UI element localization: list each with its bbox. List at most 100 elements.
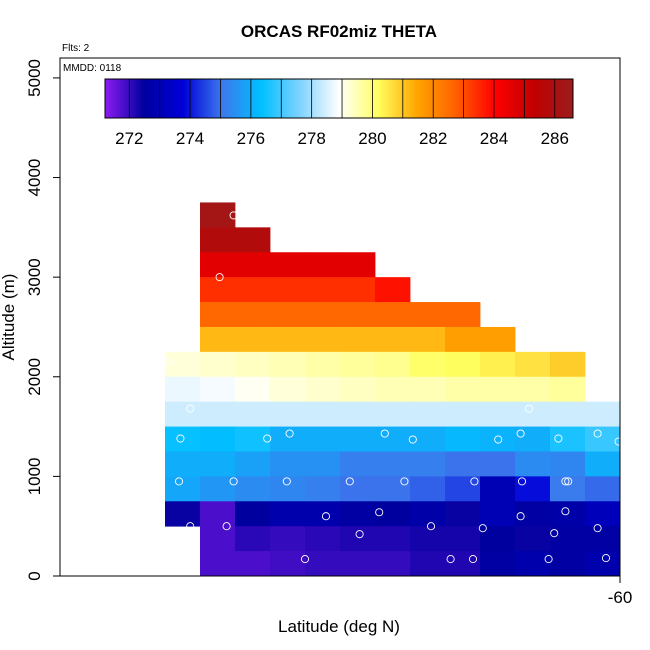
observation-point xyxy=(355,530,364,539)
heatmap-cell xyxy=(305,277,341,303)
observation-point xyxy=(186,404,195,413)
observation-point xyxy=(408,435,417,444)
heatmap-cell xyxy=(585,451,620,477)
observation-point xyxy=(550,529,559,538)
heatmap-cell xyxy=(270,376,306,403)
heatmap-cell xyxy=(375,451,411,477)
observation-point xyxy=(165,357,174,366)
heatmap-cell xyxy=(235,426,271,452)
heatmap-cell xyxy=(165,426,201,452)
x-tick-label: -60 xyxy=(608,588,633,607)
heatmap-cell xyxy=(515,451,551,477)
date-label: MMDD: 0118 xyxy=(63,63,122,74)
heatmap-cell xyxy=(305,526,341,552)
observation-point xyxy=(375,508,384,517)
heatmap-cell xyxy=(550,426,586,452)
observation-point xyxy=(554,434,563,443)
observation-point xyxy=(593,524,602,533)
heatmap-cell xyxy=(515,551,551,576)
heatmap-cell xyxy=(305,376,341,403)
heatmap-cell xyxy=(375,376,411,403)
heatmap-cell xyxy=(620,526,650,551)
heatmap-cell xyxy=(235,551,271,576)
heatmap-cell xyxy=(620,451,650,476)
heatmap-cell xyxy=(445,401,481,427)
heatmap-cell xyxy=(445,326,481,353)
heatmap-cell xyxy=(550,451,586,477)
observation-point xyxy=(380,429,389,438)
heatmap-cell xyxy=(515,476,551,502)
heatmap-cell xyxy=(340,551,376,576)
heatmap-cell xyxy=(410,476,446,502)
heatmap-cell xyxy=(200,476,236,502)
heatmap-cell xyxy=(305,451,341,477)
heatmap-cell xyxy=(445,476,481,502)
heatmap-cell xyxy=(305,252,341,278)
heatmap-cell xyxy=(165,351,201,378)
observation-points xyxy=(165,211,620,564)
heatmap-cell xyxy=(200,376,236,403)
heatmap-cell xyxy=(585,526,620,552)
heatmap-cell xyxy=(305,426,341,452)
heatmap-cell xyxy=(200,351,236,378)
observation-point xyxy=(222,522,231,531)
observation-point xyxy=(321,512,331,521)
observation-point xyxy=(229,211,238,220)
heatmap-cell xyxy=(550,351,586,378)
observation-point xyxy=(544,555,553,564)
heatmap-cell xyxy=(305,302,341,328)
heatmap-cell xyxy=(515,401,551,427)
heatmap-cell xyxy=(550,551,586,576)
heatmap-cell xyxy=(270,476,306,502)
heatmap-cell xyxy=(445,426,481,452)
heatmap-cell xyxy=(305,351,341,378)
heatmap-cell xyxy=(200,401,236,427)
y-tick-label: 3000 xyxy=(25,258,44,296)
heatmap-cell xyxy=(620,551,650,576)
observation-point xyxy=(345,477,354,486)
x-axis: -60 xyxy=(608,576,633,607)
heatmap-cell xyxy=(445,376,481,403)
heatmap-cell xyxy=(200,326,236,353)
y-tick-label: 1000 xyxy=(25,457,44,495)
colorbar-tick-label: 274 xyxy=(176,129,204,148)
heatmap-cell xyxy=(445,302,481,328)
heatmap-cell xyxy=(270,551,306,576)
heatmap-cell xyxy=(445,351,481,378)
y-tick-label: 5000 xyxy=(25,59,44,97)
heatmap-cell xyxy=(620,427,650,452)
heatmap-cell xyxy=(235,326,271,353)
heatmap-cell xyxy=(340,252,376,278)
observation-point xyxy=(426,522,436,531)
heatmap-cell xyxy=(410,302,446,328)
observation-point xyxy=(446,555,455,564)
heatmap-cell xyxy=(410,401,446,427)
heatmap-cell xyxy=(480,451,516,477)
heatmap-cell xyxy=(340,526,376,552)
heatmap-cell xyxy=(515,426,551,452)
heatmap-cell xyxy=(410,351,446,378)
observation-point xyxy=(561,477,570,486)
heatmap-cell xyxy=(480,551,516,576)
heatmap-cell xyxy=(375,476,411,502)
observation-point xyxy=(601,554,611,563)
heatmap-cell xyxy=(550,376,586,403)
observation-point xyxy=(176,434,185,443)
heatmap-cell xyxy=(375,302,411,328)
observation-point xyxy=(470,477,479,486)
flights-label: Flts: 2 xyxy=(62,43,90,54)
observation-point xyxy=(400,477,409,486)
heatmap-cell xyxy=(480,401,516,427)
heatmap-cell xyxy=(270,277,306,303)
heatmap-cell xyxy=(480,326,516,353)
colorbar-tick-label: 278 xyxy=(297,129,325,148)
heatmap-cell xyxy=(550,476,586,502)
heatmap-cell xyxy=(585,426,620,452)
y-tick-label: 0 xyxy=(25,571,44,580)
y-axis: 0 1000 2000 3000 4000 5000 xyxy=(25,59,60,581)
heatmap-cell xyxy=(550,526,586,552)
colorbar-gradient xyxy=(104,78,574,119)
heatmap-cell xyxy=(410,501,446,527)
heatmap-cell xyxy=(375,526,411,552)
